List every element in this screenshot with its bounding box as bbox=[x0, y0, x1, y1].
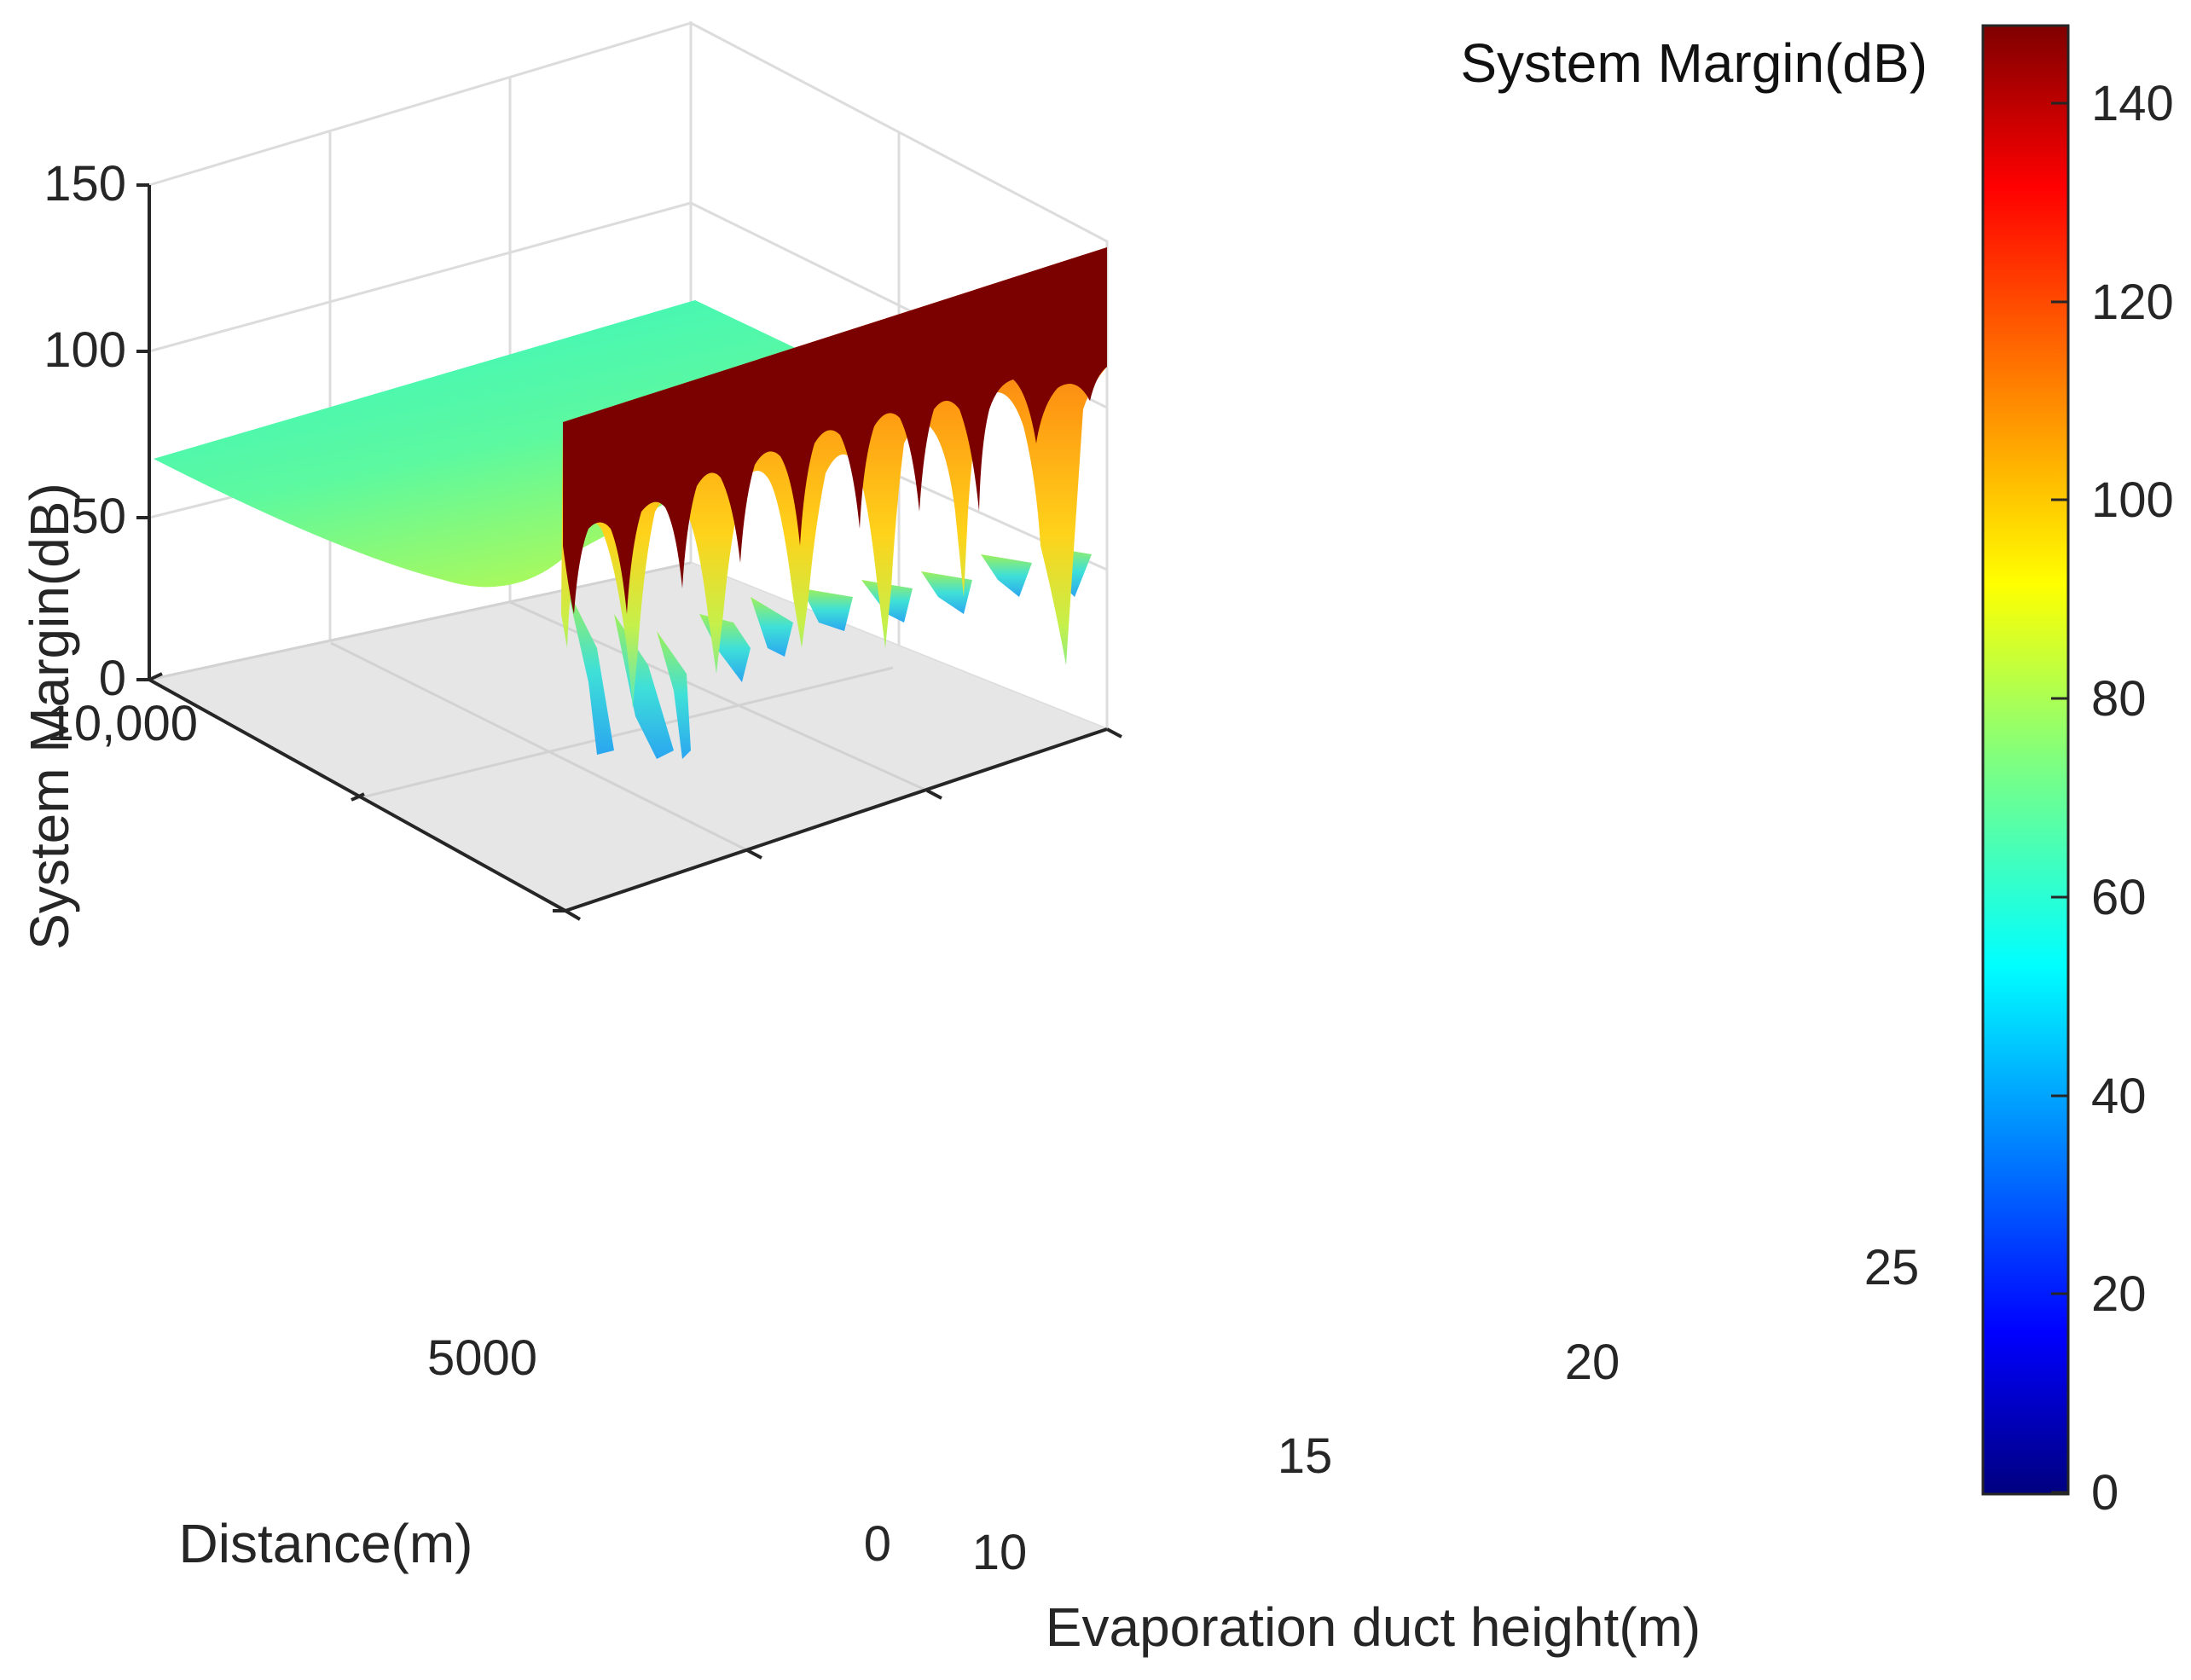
colorbar-tick-label: 80 bbox=[2091, 671, 2147, 727]
axes bbox=[148, 185, 1108, 912]
y-axis-label: Distance(m) bbox=[179, 1513, 473, 1574]
colorbar-tick-label: 100 bbox=[2091, 472, 2174, 528]
y-tick-label: 5000 bbox=[427, 1330, 537, 1386]
z-tick-label: 150 bbox=[43, 156, 126, 211]
colorbar-tick-label: 60 bbox=[2091, 870, 2147, 925]
x-axis-label: Evaporation duct height(m) bbox=[1046, 1596, 1701, 1658]
colorbar-tick-label: 20 bbox=[2091, 1266, 2147, 1322]
colorbar-tick-label: 40 bbox=[2091, 1069, 2147, 1124]
plateau-surface bbox=[154, 300, 853, 588]
y-ticks bbox=[148, 672, 565, 912]
x-tick-label: 20 bbox=[1565, 1335, 1620, 1390]
x-tick-label: 25 bbox=[1864, 1240, 1920, 1295]
floor-plane bbox=[148, 561, 1107, 911]
colorbar-tick-label: 0 bbox=[2091, 1465, 2119, 1521]
z-tick-label: 0 bbox=[99, 651, 126, 706]
colorbar-ticks bbox=[2051, 101, 2068, 1494]
x-ticks bbox=[564, 727, 1122, 921]
colorbar-title: System Margin(dB) bbox=[1460, 32, 1927, 94]
x-tick-label: 15 bbox=[1278, 1428, 1333, 1484]
z-tick-label: 100 bbox=[43, 322, 126, 378]
colorbar: 0 20 40 60 80 100 120 140 bbox=[1981, 24, 2174, 1521]
colorbar-tick-label: 140 bbox=[2091, 76, 2174, 131]
z-axis-label: System Margin(dB) bbox=[19, 483, 80, 950]
x-tick-label: 10 bbox=[972, 1525, 1028, 1580]
z-tick-label: 50 bbox=[71, 489, 126, 544]
z-ticks bbox=[136, 183, 149, 681]
y-tick-label: 0 bbox=[864, 1516, 891, 1572]
colorbar-tick-label: 120 bbox=[2091, 275, 2174, 330]
y-tick-label: 10,000 bbox=[47, 696, 198, 751]
lobe-surface bbox=[561, 247, 1107, 708]
